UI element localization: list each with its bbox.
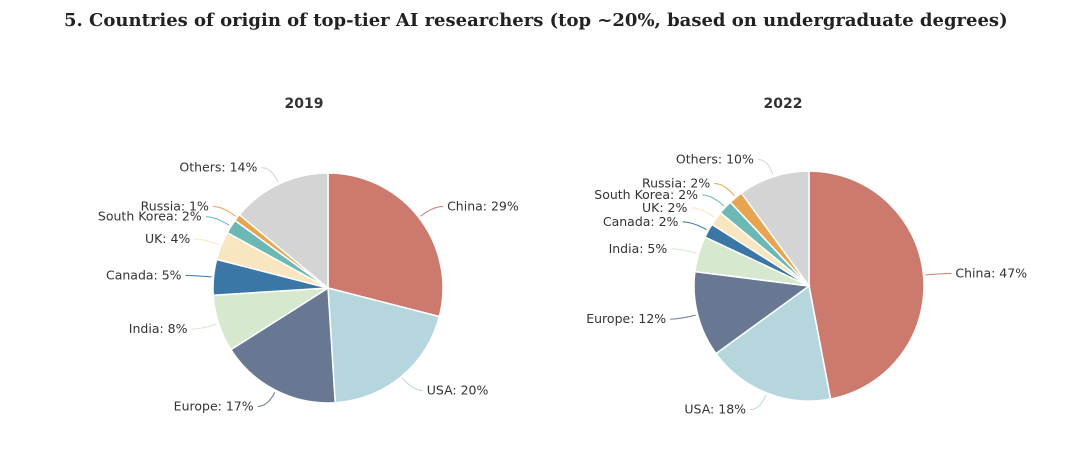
- slices-2019: [212, 172, 444, 404]
- leaders-2019: [185, 167, 444, 407]
- pie-slice-others-2022: [740, 170, 810, 289]
- pie-chart-2022: 2022 China: 47% USA: 18% Europe: 12% India:…: [586, 96, 1027, 417]
- leader-line-uk-2019: [194, 238, 220, 246]
- slice-label-usa-2019: USA: 20%: [427, 382, 489, 397]
- slice-label-uk-2019: UK: 4%: [145, 231, 190, 246]
- pie-slice-others-2019: [238, 172, 329, 290]
- leader-line-europe-2019: [257, 392, 276, 407]
- leader-line-usa-2019: [402, 377, 423, 391]
- leader-line-canada-2019: [185, 274, 212, 278]
- slice-label-europe-2019: Europe: 17%: [174, 399, 254, 414]
- leader-line-usa-2022: [750, 394, 767, 411]
- slice-label-india-2022: India: 5%: [609, 241, 668, 256]
- leader-line-others-2022: [757, 159, 774, 175]
- slice-label-europe-2022: Europe: 12%: [586, 311, 666, 326]
- labels-2019: China: 29% USA: 20% Europe: 17% India: 8% Ca…: [98, 160, 519, 414]
- leader-line-india-2019: [191, 323, 217, 330]
- slice-label-china-2022: China: 47%: [955, 265, 1027, 280]
- slice-label-others-2022: Others: 10%: [676, 152, 754, 167]
- pie-slice-china-2019: [327, 172, 444, 318]
- chart-title-2022: 2022: [764, 96, 803, 112]
- pie-slice-europe-2022: [693, 270, 811, 355]
- labels-2022: China: 47% USA: 18% Europe: 12% India: 5% Ca…: [586, 152, 1027, 417]
- leader-line-canada-2022: [682, 221, 707, 231]
- leader-line-russia-2019: [212, 205, 236, 217]
- slice-label-canada-2019: Canada: 5%: [106, 267, 182, 282]
- slice-label-china-2019: China: 29%: [447, 198, 519, 213]
- pie-slice-usa-2019: [327, 287, 441, 404]
- slice-label-india-2019: India: 8%: [129, 321, 188, 336]
- slice-label-usa-2022: USA: 18%: [684, 402, 746, 417]
- page-title: 5. Countries of origin of top-tier AI re…: [64, 10, 1008, 31]
- slices-2022: [693, 170, 925, 402]
- pie-slice-china-2022: [808, 170, 925, 400]
- pie-slice-usa-2022: [714, 284, 832, 402]
- slice-label-uk-2022: UK: 2%: [642, 200, 687, 215]
- leaders-2022: [670, 159, 952, 411]
- leader-line-south-korea-2019: [205, 216, 230, 226]
- leader-line-china-2019: [420, 205, 444, 217]
- leader-line-china-2022: [925, 272, 952, 276]
- leader-line-uk-2022: [691, 207, 715, 218]
- slice-label-south-korea-2022: South Korea: 2%: [594, 187, 698, 202]
- slice-label-others-2019: Others: 14%: [179, 160, 257, 175]
- leader-line-others-2019: [261, 167, 279, 183]
- pie-chart-2019: 2019 China: 29% USA: 20% Europe: 17% India:…: [98, 96, 519, 414]
- leader-line-europe-2022: [670, 314, 696, 320]
- slice-label-russia-2019: Russia: 1%: [141, 198, 209, 213]
- leader-line-india-2022: [671, 248, 697, 254]
- pie-slice-europe-2019: [229, 286, 337, 404]
- slice-label-south-korea-2019: South Korea: 2%: [98, 209, 202, 224]
- leader-line-russia-2022: [714, 183, 735, 197]
- chart-title-2019: 2019: [285, 96, 324, 112]
- slice-label-russia-2022: Russia: 2%: [642, 176, 710, 191]
- leader-line-south-korea-2022: [702, 194, 725, 207]
- slice-label-canada-2022: Canada: 2%: [603, 214, 679, 229]
